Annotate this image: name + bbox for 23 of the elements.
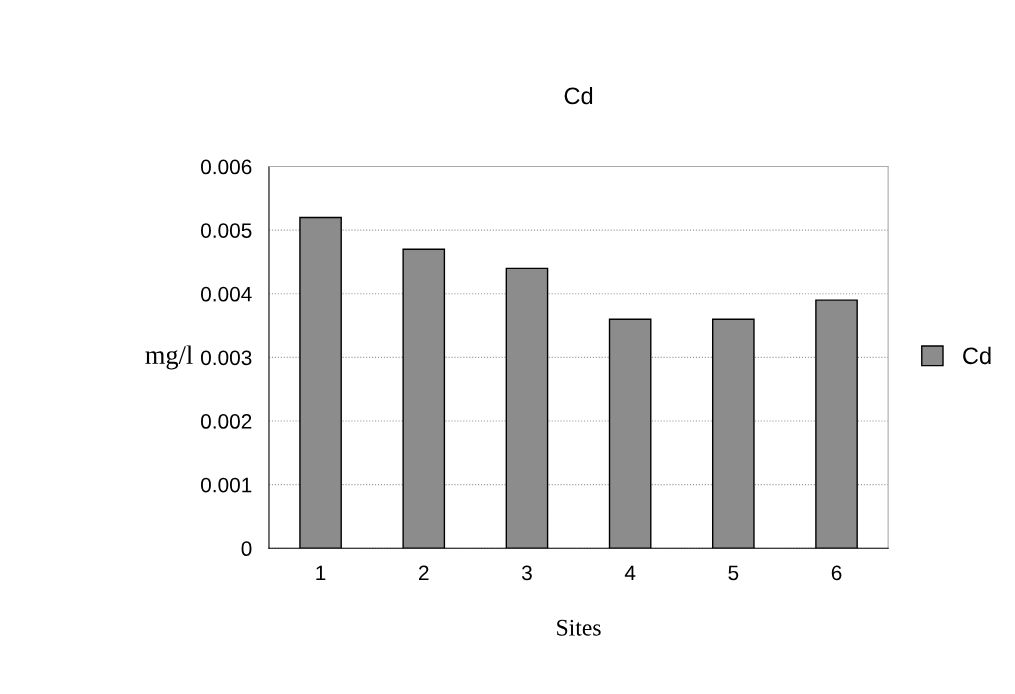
x-tick-label: 3 [521, 565, 532, 581]
x-tick-label: 2 [419, 565, 429, 581]
y-tick-label: 0.001 [200, 477, 252, 493]
y-axis-title: mg/l [145, 345, 193, 370]
y-tick-label: 0.003 [200, 350, 252, 366]
x-tick-label: 6 [831, 565, 842, 581]
legend-label: Cd [963, 346, 991, 365]
y-tick-label: 0.002 [200, 414, 252, 429]
bar [299, 216, 342, 549]
x-tick-label: 4 [624, 565, 636, 581]
bar [712, 318, 755, 549]
x-tick-label: 5 [728, 565, 739, 581]
bar [815, 299, 858, 549]
y-tick-label: 0 [241, 541, 252, 557]
x-tick-label: 1 [316, 565, 326, 581]
y-tick-label: 0.004 [200, 286, 252, 302]
y-tick-label: 0.006 [200, 159, 252, 175]
bar [402, 248, 446, 549]
bar [608, 318, 652, 549]
bar [505, 267, 549, 549]
y-tick-label: 0.005 [200, 223, 252, 238]
x-axis-title: Sites [557, 619, 601, 636]
chart-title: Cd [564, 86, 593, 105]
